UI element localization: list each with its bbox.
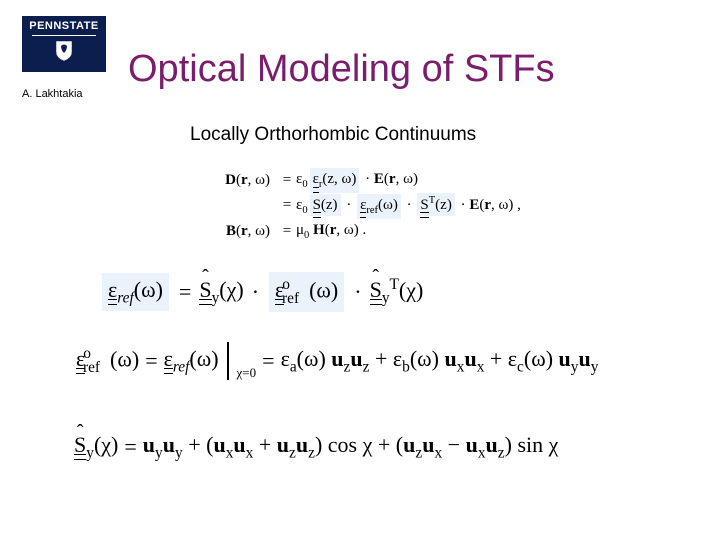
eq-D-row1: D(r, ω) = ε0εr(z, ω) · E(r, ω) bbox=[200, 168, 521, 193]
eps-ref-definition: εref(ω) = Sy(χ) · εoref(ω) · SyT(χ) bbox=[100, 272, 423, 312]
constitutive-equations: D(r, ω) = ε0εr(z, ω) · E(r, ω) = ε0S(z) … bbox=[200, 168, 521, 243]
eps-ref-zero-chi: εoref(ω) = εref(ω) χ=0 = εa(ω) uzuz + εb… bbox=[76, 342, 598, 380]
slide-subtitle: Locally Orthorhombic Continuums bbox=[190, 124, 476, 146]
slide: PENNSTATE A. Lakhtakia Optical Modeling … bbox=[0, 0, 720, 540]
logo-divider bbox=[32, 35, 96, 36]
shield-icon bbox=[55, 40, 73, 62]
institution-logo: PENNSTATE bbox=[22, 16, 106, 72]
rotation-dyadic: Sy(χ) = uyuy + (uxux + uzuz) cos χ + (uz… bbox=[74, 432, 558, 462]
eq-B-row: B(r, ω) = μ0 H(r, ω) . bbox=[200, 219, 521, 244]
eq-D-row2: = ε0S(z) · εref(ω) · ST(z) · E(r, ω) , bbox=[200, 193, 521, 219]
slide-title: Optical Modeling of STFs bbox=[128, 48, 555, 91]
author-label: A. Lakhtakia bbox=[22, 88, 83, 100]
logo-text: PENNSTATE bbox=[29, 20, 99, 32]
